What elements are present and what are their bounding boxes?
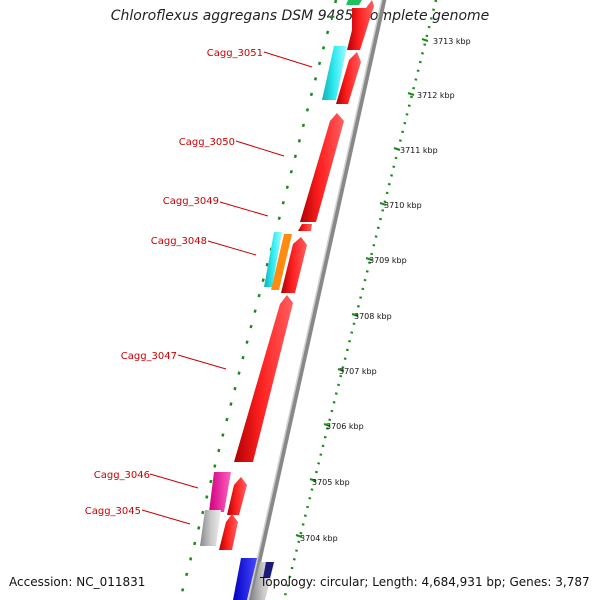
gene-cagg-3046 (227, 477, 247, 515)
inner-track (178, 0, 338, 600)
gene-cagg-3048 (281, 237, 307, 293)
ruler-tick (295, 534, 303, 538)
leader-cagg-3046 (149, 473, 199, 489)
ruler-label: 3704 kbp (300, 534, 338, 543)
gene-label: Cagg_3046 (94, 470, 150, 481)
genome-summary-text: Topology: circular; Length: 4,684,931 bp… (260, 575, 590, 589)
gene-cagg-3047 (234, 295, 293, 462)
genome-backbone-highlight (247, 0, 383, 600)
ruler-tick (323, 423, 331, 427)
ruler-tick (337, 368, 345, 372)
ruler-tick (407, 92, 415, 96)
ruler-label: 3711 kbp (400, 146, 438, 155)
ruler-tick (379, 202, 387, 206)
ruler-track (282, 0, 438, 600)
gene-label: Cagg_3048 (151, 236, 207, 247)
map-title: Chloroflexus aggregans DSM 9485, complet… (110, 8, 490, 24)
gene-cyan-1 (322, 46, 347, 100)
leader-cagg-3048 (207, 240, 257, 256)
gene-cagg-3045 (219, 514, 238, 550)
ruler-label: 3713 kbp (433, 37, 471, 46)
ruler-tick (309, 478, 317, 482)
ruler-label: 3710 kbp (384, 201, 422, 210)
ruler-label: 3706 kbp (326, 422, 364, 431)
gene-cagg-3046-magenta (209, 472, 231, 512)
leader-cagg-3051 (263, 51, 313, 68)
gene-bottom-navy-partial (263, 562, 274, 578)
ruler-label: 3707 kbp (339, 367, 377, 376)
leader-cagg-3045 (141, 509, 191, 525)
accession-text: Accession: NC_011831 (9, 575, 146, 589)
ruler-label: 3712 kbp (417, 91, 455, 100)
ruler-label: 3708 kbp (354, 312, 392, 321)
gene-cagg-3045-gray (200, 510, 221, 546)
leader-cagg-3050 (235, 140, 285, 157)
ruler-tick (421, 38, 429, 42)
gene-label: Cagg_3047 (121, 351, 177, 362)
gene-cyan-2 (264, 232, 282, 287)
gene-labels: Cagg_3051 Cagg_3050 Cagg_3049 Cagg_3048 … (85, 48, 263, 517)
gene-top-red-partial (347, 0, 374, 50)
ruler-tick (393, 147, 401, 151)
ruler-tick (351, 313, 359, 317)
genome-backbone (247, 0, 387, 600)
gene-bottom-blue-partial (233, 558, 257, 600)
gene-label: Cagg_3045 (85, 506, 141, 517)
leader-cagg-3049 (219, 201, 269, 217)
gene-label: Cagg_3049 (163, 196, 219, 207)
gene-top-green-partial (346, 0, 362, 5)
leader-cagg-3047 (177, 354, 227, 370)
ruler-tick (365, 257, 373, 261)
ruler-ticks (295, 38, 429, 538)
ruler-label: 3709 kbp (369, 256, 407, 265)
ruler-label: 3705 kbp (312, 478, 350, 487)
gene-label: Cagg_3051 (207, 48, 263, 59)
ruler-labels: 3713 kbp 3712 kbp 3711 kbp 3710 kbp 3709… (300, 37, 471, 543)
gene-cagg-3051 (336, 52, 361, 104)
gene-label: Cagg_3050 (179, 137, 235, 148)
gene-orange (271, 234, 292, 290)
gene-cagg-3050 (300, 113, 344, 222)
gene-cagg-3049 (298, 224, 312, 231)
